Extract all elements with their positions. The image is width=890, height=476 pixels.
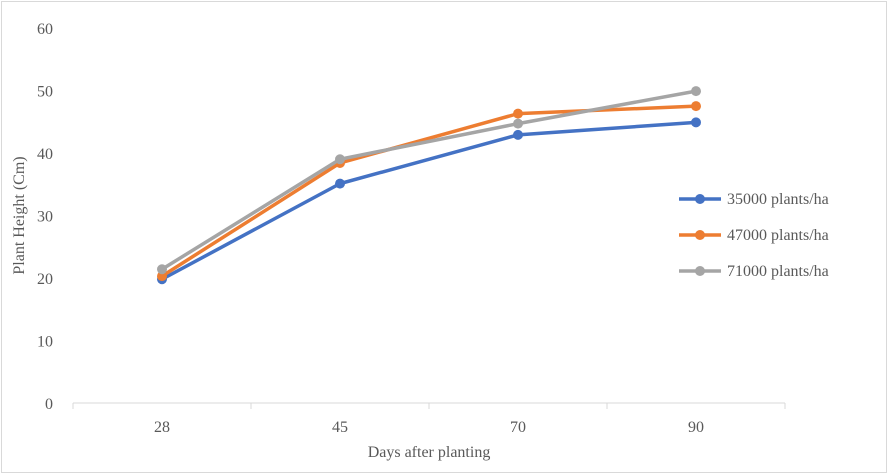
legend-marker <box>695 230 705 240</box>
y-axis-ticks: 0 10 20 30 40 50 60 <box>37 21 53 413</box>
series-line <box>161 104 697 278</box>
legend-label: 35000 plants/ha <box>727 191 829 208</box>
x-tick-label: 45 <box>332 419 348 436</box>
legend-label: 71000 plants/ha <box>727 263 829 280</box>
y-tick-label: 50 <box>37 84 53 101</box>
legend-label: 47000 plants/ha <box>727 227 829 244</box>
data-point <box>513 118 523 129</box>
series-layer <box>157 86 701 285</box>
x-tick-label: 28 <box>154 419 170 436</box>
series-line <box>161 120 697 281</box>
legend: 35000 plants/ha 47000 plants/ha 71000 plan… <box>679 191 829 280</box>
data-point <box>335 154 345 165</box>
x-tick-label: 90 <box>688 419 704 436</box>
data-point <box>335 178 345 189</box>
legend-item: 35000 plants/ha <box>679 191 829 208</box>
y-axis-title: Plant Height (Cm) <box>11 156 28 274</box>
y-tick-label: 20 <box>37 271 53 288</box>
legend-item: 47000 plants/ha <box>679 227 829 244</box>
series-0 <box>157 117 701 285</box>
data-point <box>691 117 701 128</box>
x-axis-title: Days after planting <box>368 444 491 461</box>
y-tick-label: 30 <box>37 209 53 226</box>
legend-marker <box>695 266 705 276</box>
x-axis-ticks: 28 45 70 90 <box>154 419 704 436</box>
y-tick-label: 40 <box>37 146 53 163</box>
data-point <box>157 264 167 275</box>
data-point <box>513 108 523 119</box>
y-tick-label: 0 <box>45 396 53 413</box>
legend-item: 71000 plants/ha <box>679 263 829 280</box>
x-tick-label: 70 <box>510 419 526 436</box>
data-point <box>157 271 167 282</box>
x-axis <box>72 402 786 409</box>
data-point <box>691 101 701 112</box>
data-point <box>691 86 701 97</box>
y-tick-label: 10 <box>37 334 53 351</box>
legend-marker <box>695 194 705 204</box>
y-tick-label: 60 <box>37 21 53 38</box>
data-point <box>513 129 523 140</box>
series-line <box>161 89 697 271</box>
series-2 <box>157 86 701 275</box>
